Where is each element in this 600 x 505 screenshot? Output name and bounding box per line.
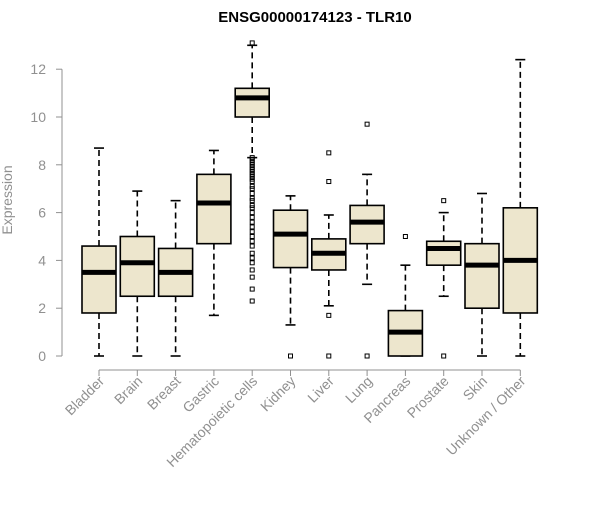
outlier-point <box>249 210 255 216</box>
outlier-point <box>441 198 447 204</box>
y-tick-label: 0 <box>38 348 46 364</box>
y-axis-label: Expression <box>0 165 15 234</box>
box <box>234 87 270 118</box>
outlier-point <box>249 155 255 161</box>
y-tick-label: 2 <box>38 300 46 316</box>
outlier-point <box>249 234 255 239</box>
category-label: Lung <box>342 373 375 406</box>
outlier-point <box>249 214 255 220</box>
outlier-point <box>402 234 408 239</box>
outlier-point <box>364 121 370 127</box>
box <box>464 242 500 309</box>
outlier-point <box>249 260 255 266</box>
outlier-point <box>249 255 255 261</box>
outlier-point <box>249 250 255 256</box>
category-label: Kidney <box>257 373 299 415</box>
chart-title: ENSG00000174123 - TLR10 <box>218 9 411 26</box>
outlier-point <box>249 274 255 280</box>
outlier-point <box>326 353 332 359</box>
box <box>119 235 156 298</box>
y-tick-label: 6 <box>38 205 46 221</box>
outlier-point <box>249 267 255 273</box>
outlier-point <box>249 238 255 244</box>
box <box>196 173 232 245</box>
category-label: Bladder <box>62 373 108 419</box>
y-tick-label: 12 <box>30 61 46 77</box>
outlier-point <box>326 150 332 156</box>
box <box>425 240 462 266</box>
outlier-point <box>249 183 255 189</box>
outlier-point <box>249 202 255 208</box>
category-label: Breast <box>144 373 184 413</box>
y-tick-label: 8 <box>38 157 46 173</box>
outlier-point <box>249 224 255 230</box>
outlier-point <box>249 190 255 196</box>
box <box>81 245 117 314</box>
outlier-point <box>249 243 255 249</box>
category-label: Brain <box>111 373 145 407</box>
outlier-point <box>249 40 255 46</box>
outlier-point <box>249 195 255 201</box>
outlier-point <box>249 219 255 225</box>
y-tick-label: 4 <box>38 252 46 268</box>
category-label: Skin <box>460 373 491 404</box>
category-label: Liver <box>304 373 337 406</box>
outlier-point <box>326 312 332 318</box>
category-label: Prostate <box>404 373 452 421</box>
outlier-point <box>326 179 332 185</box>
outlier-point <box>249 229 255 235</box>
outlier-point <box>249 298 255 304</box>
outlier-point <box>441 353 447 359</box>
outlier-point <box>364 353 370 359</box>
outlier-point <box>288 353 293 359</box>
outlier-point <box>249 286 255 292</box>
box <box>272 209 309 269</box>
y-tick-label: 10 <box>30 109 46 125</box>
